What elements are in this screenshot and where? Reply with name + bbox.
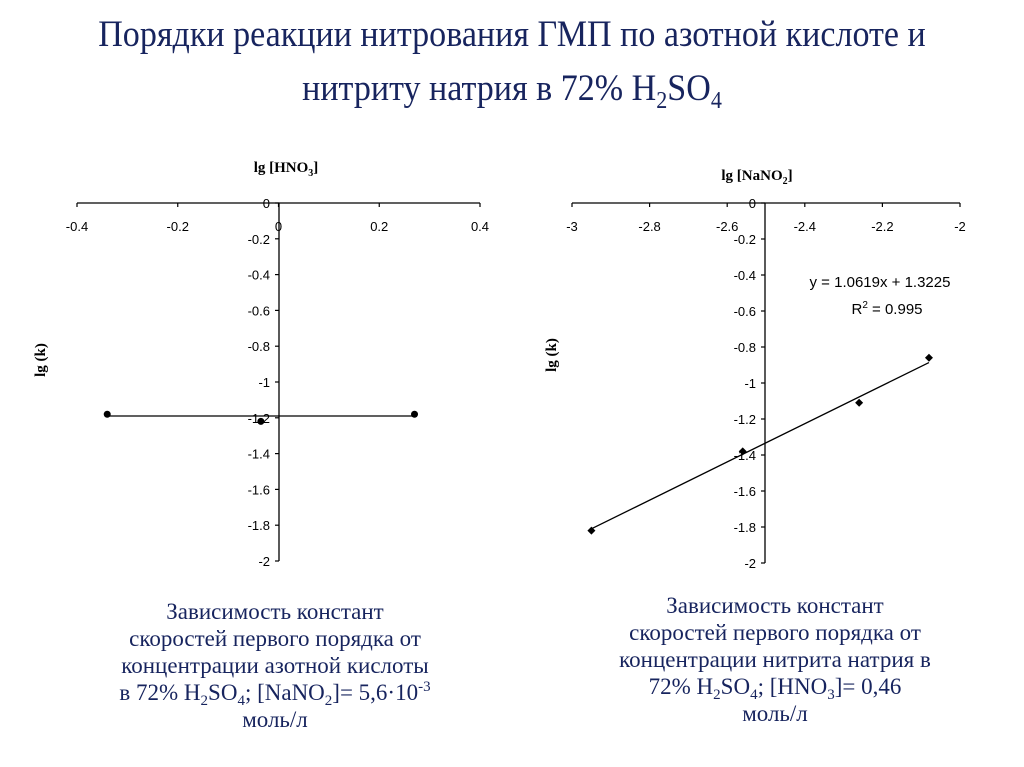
y-tick-label: -0.2	[248, 232, 270, 247]
caption-line: концентрации азотной кислоты	[121, 653, 429, 678]
caption-line: Зависимость констант	[166, 599, 384, 624]
y-tick-label: -1.6	[734, 484, 756, 499]
x-tick-label: -0.2	[167, 219, 189, 234]
caption-line: скоростей первого порядка от	[129, 626, 421, 651]
caption-line: моль/л	[742, 701, 808, 726]
y-tick-label: -0.2	[734, 232, 756, 247]
y-tick-label: 0	[749, 196, 756, 211]
x-tick-label: -2.2	[871, 219, 893, 234]
y-tick-label: -0.6	[734, 304, 756, 319]
caption-line: в 72% H2SO4; [NaNO2]= 5,6·10-3	[119, 679, 431, 709]
caption-line: Зависимость констант	[666, 593, 884, 618]
caption-line: концентрации нитрита натрия в	[619, 647, 931, 672]
x-axis-title: lg [HNO3]	[254, 160, 319, 179]
trendline	[591, 361, 930, 530]
y-axis-title: lg (k)	[33, 343, 49, 377]
trendline-equation: y = 1.0619x + 1.3225	[810, 274, 951, 291]
y-tick-label: -1.2	[248, 411, 270, 426]
y-axis-title: lg (k)	[544, 338, 560, 372]
y-tick-label: -2	[258, 554, 270, 569]
r-squared-label: R2 = 0.995	[851, 300, 922, 318]
x-tick-label: -3	[566, 219, 578, 234]
y-tick-label: -1	[258, 375, 270, 390]
chart-1: lg [HNO3]lg (k)-0.4-0.200.20.40-0.2-0.4-…	[33, 160, 489, 569]
title-line-1: Порядки реакции нитрования ГМП по азотно…	[98, 14, 926, 55]
x-tick-label: -2.6	[716, 219, 738, 234]
x-tick-label: 0.4	[471, 219, 489, 234]
y-tick-label: -1	[744, 376, 756, 391]
x-tick-label: -2.4	[794, 219, 816, 234]
caption-line: моль/л	[242, 707, 308, 732]
data-point	[103, 410, 111, 418]
left-chart-caption: Зависимость констант скоростей первого п…	[40, 598, 510, 733]
data-point	[855, 398, 864, 407]
x-axis-title: lg [NaNO2]	[721, 168, 792, 187]
chart-2: lg [NaNO2] lg (k) -3 -2.8 -2.6 -2.4 -2.2 -2 0 -0.…	[544, 168, 966, 571]
data-point	[738, 447, 747, 456]
y-tick-label: -2	[744, 556, 756, 571]
right-chart-caption: Зависимость констант скоростей первого п…	[540, 592, 1010, 727]
y-tick-label: 0	[263, 196, 270, 211]
y-tick-label: -0.6	[248, 303, 270, 318]
data-point	[587, 526, 596, 535]
y-tick-label: -0.4	[734, 268, 756, 283]
y-tick-label: -0.8	[248, 339, 270, 354]
caption-line: 72% H2SO4; [HNO3]= 0,46	[648, 674, 902, 703]
y-tick-label: -1.2	[734, 412, 756, 427]
data-point	[411, 410, 419, 418]
data-point	[924, 353, 933, 362]
caption-line: скоростей первого порядка от	[629, 620, 921, 645]
y-tick-label: -1.4	[248, 447, 270, 462]
x-tick-label: 0.2	[370, 219, 388, 234]
title-line-2: нитриту натрия в 72% H2SO4	[302, 68, 722, 114]
y-tick-label: -1.6	[248, 482, 270, 497]
slide-title: Порядки реакции нитрования ГМП по азотно…	[41, 8, 983, 116]
y-tick-label: -1.8	[734, 520, 756, 535]
x-tick-label: -0.4	[66, 219, 88, 234]
x-tick-label: -2.8	[638, 219, 660, 234]
y-tick-label: -0.8	[734, 340, 756, 355]
x-tick-label: -2	[954, 219, 966, 234]
data-point	[257, 417, 265, 425]
y-tick-label: -1.8	[248, 518, 270, 533]
y-tick-label: -0.4	[248, 268, 270, 283]
